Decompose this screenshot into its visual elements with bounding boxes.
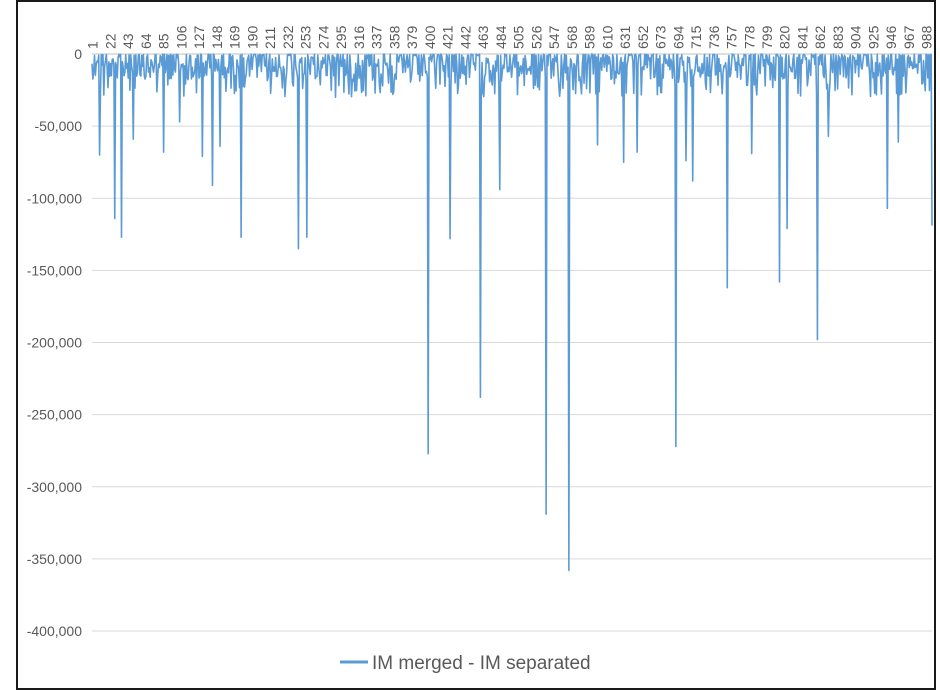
x-tick-label: 988: [919, 25, 935, 49]
x-tick-label: 43: [120, 33, 136, 49]
y-tick-label: -350,000: [27, 551, 82, 567]
chart-frame: [16, 0, 936, 690]
x-tick-label: 526: [528, 25, 544, 49]
x-tick-label: 337: [369, 25, 385, 49]
x-tick-label: 442: [457, 25, 473, 49]
x-tick-label: 421: [440, 25, 456, 49]
x-tick-label: 631: [617, 25, 633, 49]
x-tick-label: 568: [564, 25, 580, 49]
x-tick-label: 694: [670, 25, 686, 49]
x-tick-label: 652: [635, 25, 651, 49]
x-tick-label: 862: [812, 25, 828, 49]
x-tick-label: 232: [280, 25, 296, 49]
series-layer: [91, 53, 933, 572]
x-tick-label: 715: [688, 25, 704, 49]
x-tick-label: 211: [262, 26, 278, 49]
x-tick-label: 841: [794, 25, 810, 49]
x-axis-ticks: 1 22 43 64 85 106 127 148 169 190 211 232 253 274 295 3…: [85, 25, 935, 49]
y-tick-label: -50,000: [35, 118, 83, 134]
x-tick-label: 85: [156, 33, 172, 49]
x-tick-label: 64: [138, 33, 154, 49]
x-tick-label: 190: [244, 25, 260, 49]
legend-label: IM merged - IM separated: [372, 653, 591, 674]
y-tick-label: 0: [74, 46, 82, 62]
x-tick-label: 757: [724, 25, 740, 49]
x-tick-label: 778: [741, 25, 757, 49]
y-axis-ticks: 0 -50,000 -100,000 -150,000 -200,000 -250,000…: [27, 46, 82, 639]
x-tick-label: 127: [191, 25, 207, 49]
x-tick-label: 148: [209, 25, 225, 49]
x-tick-label: 253: [298, 25, 314, 49]
x-tick-label: 169: [227, 25, 243, 49]
x-tick-label: 505: [511, 25, 527, 49]
x-tick-label: 358: [386, 25, 402, 49]
x-tick-label: 484: [493, 25, 509, 49]
legend: IM merged - IM separated: [340, 653, 591, 674]
series-line: [91, 53, 933, 572]
grid-layer: [92, 53, 932, 632]
x-tick-label: 736: [706, 25, 722, 49]
x-tick-label: 967: [901, 25, 917, 49]
y-tick-label: -150,000: [27, 262, 82, 278]
x-tick-label: 106: [173, 25, 189, 49]
x-tick-label: 22: [102, 33, 118, 49]
x-tick-label: 610: [599, 25, 615, 49]
y-tick-label: -200,000: [27, 335, 82, 351]
y-tick-label: -300,000: [27, 479, 82, 495]
x-tick-label: 946: [883, 25, 899, 49]
x-tick-label: 295: [333, 25, 349, 49]
x-tick-label: 925: [865, 25, 881, 49]
x-tick-label: 400: [422, 25, 438, 49]
x-tick-label: 379: [404, 25, 420, 49]
x-tick-label: 1: [85, 41, 101, 49]
x-tick-label: 589: [582, 25, 598, 49]
x-tick-label: 547: [546, 25, 562, 49]
x-tick-label: 673: [653, 25, 669, 49]
y-tick-label: -100,000: [27, 190, 82, 206]
x-tick-label: 463: [475, 25, 491, 49]
x-tick-label: 820: [777, 25, 793, 49]
x-tick-label: 883: [830, 25, 846, 49]
x-tick-label: 799: [759, 25, 775, 49]
x-tick-label: 904: [848, 25, 864, 49]
x-tick-label: 274: [315, 25, 331, 49]
y-tick-label: -250,000: [27, 407, 82, 423]
y-tick-label: -400,000: [27, 623, 82, 639]
x-tick-label: 316: [351, 25, 367, 49]
